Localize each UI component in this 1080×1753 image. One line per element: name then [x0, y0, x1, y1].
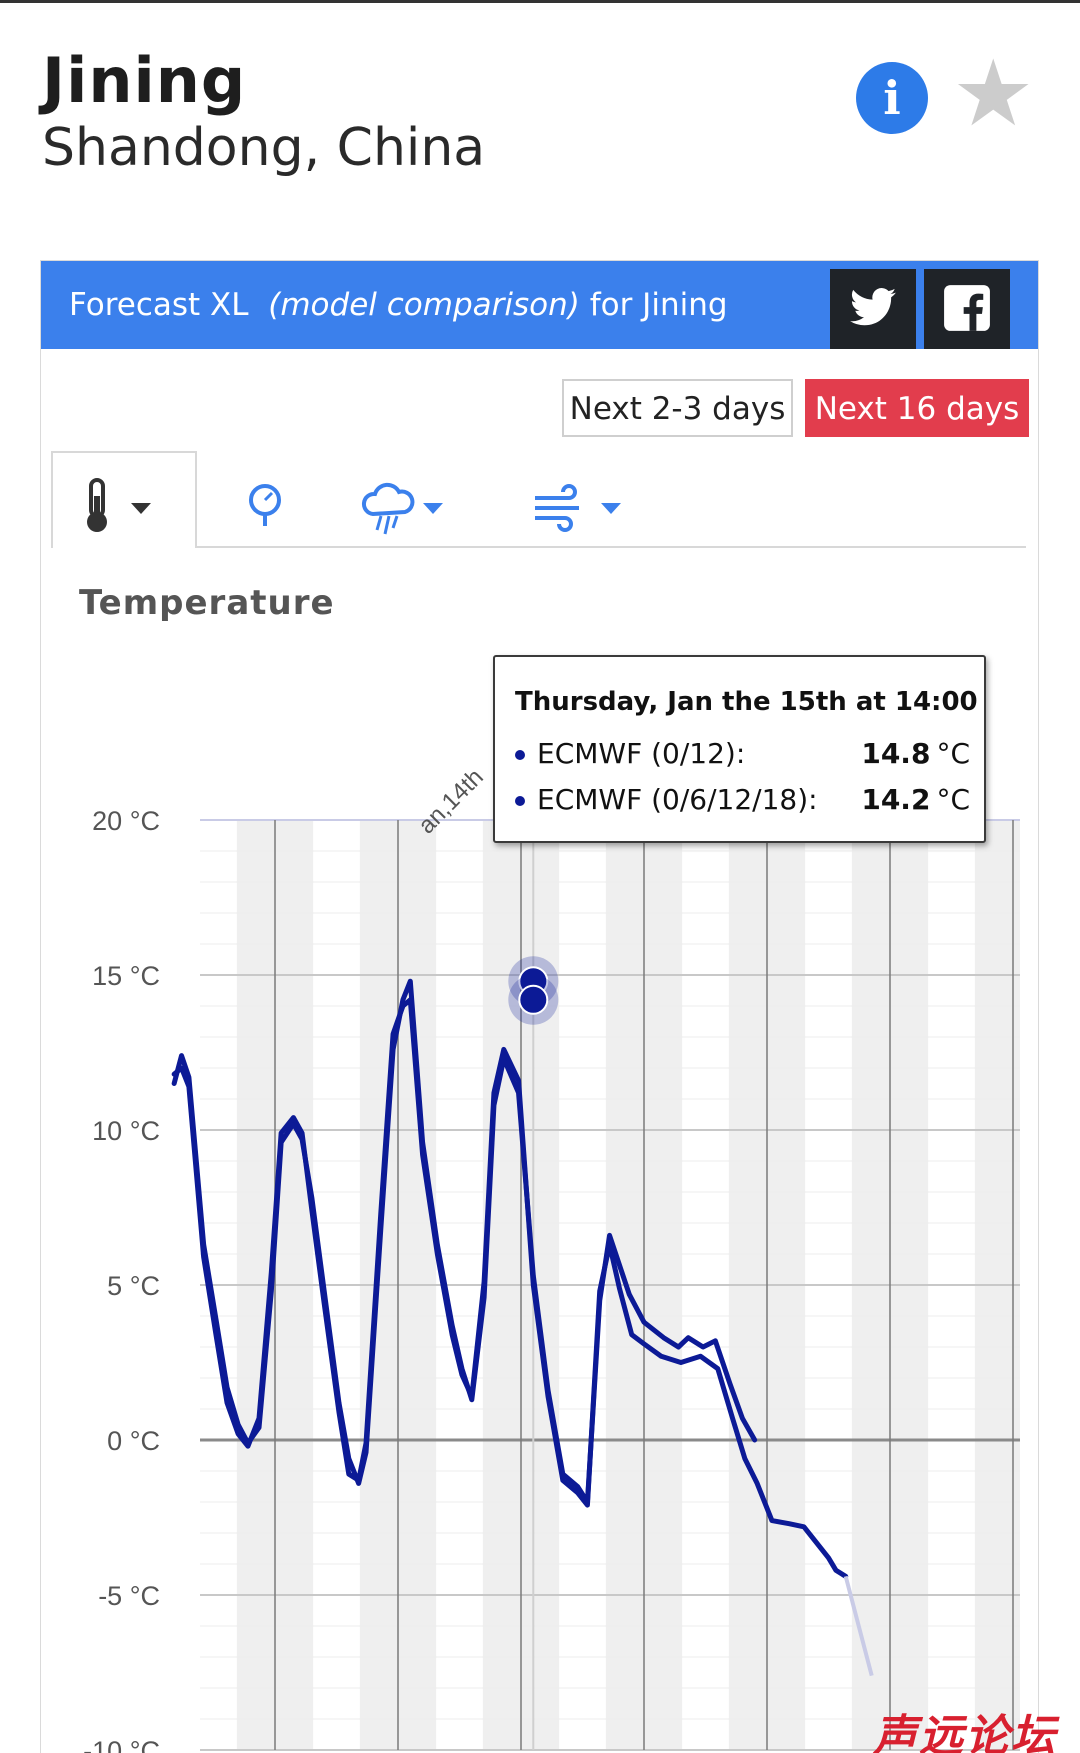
y-tick-label: 20 °C	[92, 806, 160, 836]
y-axis-labels: 20 °C 15 °C 10 °C 5 °C 0 °C -5 °C -10 °C	[83, 806, 160, 1753]
major-gridlines	[200, 819, 1020, 1751]
minor-gridlines	[200, 850, 1020, 1720]
next-2-3-days-button[interactable]: Next 2-3 days	[562, 379, 793, 437]
y-tick-label: 15 °C	[92, 961, 160, 991]
info-button[interactable]: i	[856, 62, 928, 134]
wind-dropdown-caret[interactable]	[601, 503, 621, 514]
tooltip-value: 14.2	[861, 783, 931, 816]
facebook-share-button[interactable]	[924, 269, 1010, 349]
chart-title: Temperature	[79, 583, 335, 623]
series-line	[171, 997, 849, 1579]
tabs-underline	[196, 546, 1026, 548]
panel-title-suffix: for Jining	[589, 287, 728, 323]
wind-icon[interactable]	[531, 476, 591, 536]
y-tick-label: 0 °C	[107, 1426, 160, 1456]
twitter-share-button[interactable]	[830, 269, 916, 349]
next-16-days-button[interactable]: Next 16 days	[805, 379, 1029, 437]
pressure-gauge-icon[interactable]	[241, 476, 289, 536]
hover-markers	[508, 956, 559, 1025]
y-tick-label: -10 °C	[83, 1736, 160, 1753]
chart-tooltip: Thursday, Jan the 15th at 14:00 ECMWF (0…	[493, 655, 986, 843]
panel-header: Forecast XL (model comparison) for Jinin…	[41, 261, 1038, 349]
info-icon: i	[883, 71, 901, 125]
favorite-button[interactable]: ★	[952, 48, 1034, 140]
thermometer-icon[interactable]	[81, 476, 161, 536]
city-name: Jining	[42, 44, 247, 117]
tooltip-label: ECMWF (0/6/12/18):	[537, 783, 818, 816]
region-name: Shandong, China	[42, 118, 486, 178]
tooltip-unit: °C	[936, 783, 970, 816]
twitter-icon	[850, 288, 896, 326]
hover-marker	[518, 984, 549, 1015]
tooltip-heading: Thursday, Jan the 15th at 14:00	[515, 687, 978, 717]
tooltip-value: 14.8	[861, 737, 931, 770]
tab-temperature[interactable]	[51, 451, 197, 548]
y-tick-label: -5 °C	[98, 1581, 160, 1611]
rain-cloud-icon[interactable]	[361, 476, 421, 540]
facebook-icon	[944, 285, 990, 331]
top-border	[0, 0, 1080, 3]
series-fade-tail	[843, 1575, 874, 1677]
rain-dropdown-caret[interactable]	[423, 503, 443, 514]
temperature-dropdown-caret[interactable]	[131, 503, 151, 514]
tooltip-row-ecmwf-0-12: ECMWF (0/12): 14.8 °C	[515, 737, 970, 770]
forum-watermark: 声远论坛	[873, 1711, 1057, 1753]
forecast-panel: Forecast XL (model comparison) for Jinin…	[40, 260, 1039, 1753]
x-tick-label: an,14th	[413, 764, 489, 840]
panel-title-prefix: Forecast XL	[69, 287, 249, 323]
panel-title-model: (model comparison)	[268, 287, 580, 323]
tooltip-row-ecmwf-0-6-12-18: ECMWF (0/6/12/18): 14.2 °C	[515, 783, 970, 816]
tooltip-unit: °C	[936, 737, 970, 770]
panel-title: Forecast XL (model comparison) for Jinin…	[69, 287, 728, 323]
y-tick-label: 5 °C	[107, 1271, 160, 1301]
star-icon: ★	[952, 40, 1035, 147]
y-tick-label: 10 °C	[92, 1116, 160, 1146]
series-dot	[515, 796, 525, 806]
series-lines	[171, 978, 874, 1677]
series-dot	[515, 750, 525, 760]
tooltip-label: ECMWF (0/12):	[537, 737, 746, 770]
